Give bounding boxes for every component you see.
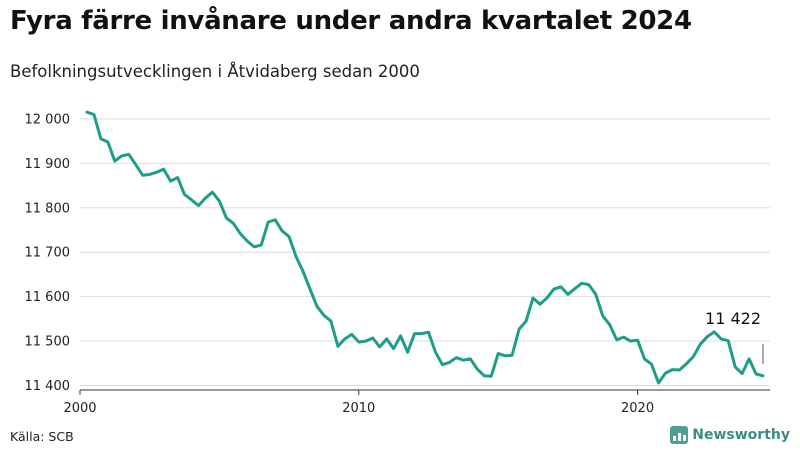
y-tick-label: 11 600 [25, 290, 71, 305]
bar-chart-logo-icon [670, 426, 689, 444]
brand-name: Newsworthy [692, 427, 790, 443]
y-tick-label: 11 500 [25, 335, 71, 350]
brand-logo: Newsworthy [670, 426, 790, 444]
y-tick-label: 11 700 [25, 246, 71, 261]
chart-title: Fyra färre invånare under andra kvartale… [10, 6, 692, 36]
x-tick-label: 2010 [342, 401, 375, 416]
x-tick-label: 2020 [621, 401, 654, 416]
y-tick-label: 11 400 [25, 379, 71, 394]
chart-subtitle: Befolkningsutvecklingen i Åtvidaberg sed… [10, 62, 420, 81]
y-tick-label: 12 000 [25, 112, 71, 127]
y-tick-label: 11 800 [25, 201, 71, 216]
x-tick-label: 2000 [63, 401, 96, 416]
source-note: Källa: SCB [10, 429, 74, 444]
series-line [85, 110, 765, 385]
y-tick-label: 11 900 [25, 157, 71, 172]
last-value-label: 11 422 [705, 309, 761, 328]
